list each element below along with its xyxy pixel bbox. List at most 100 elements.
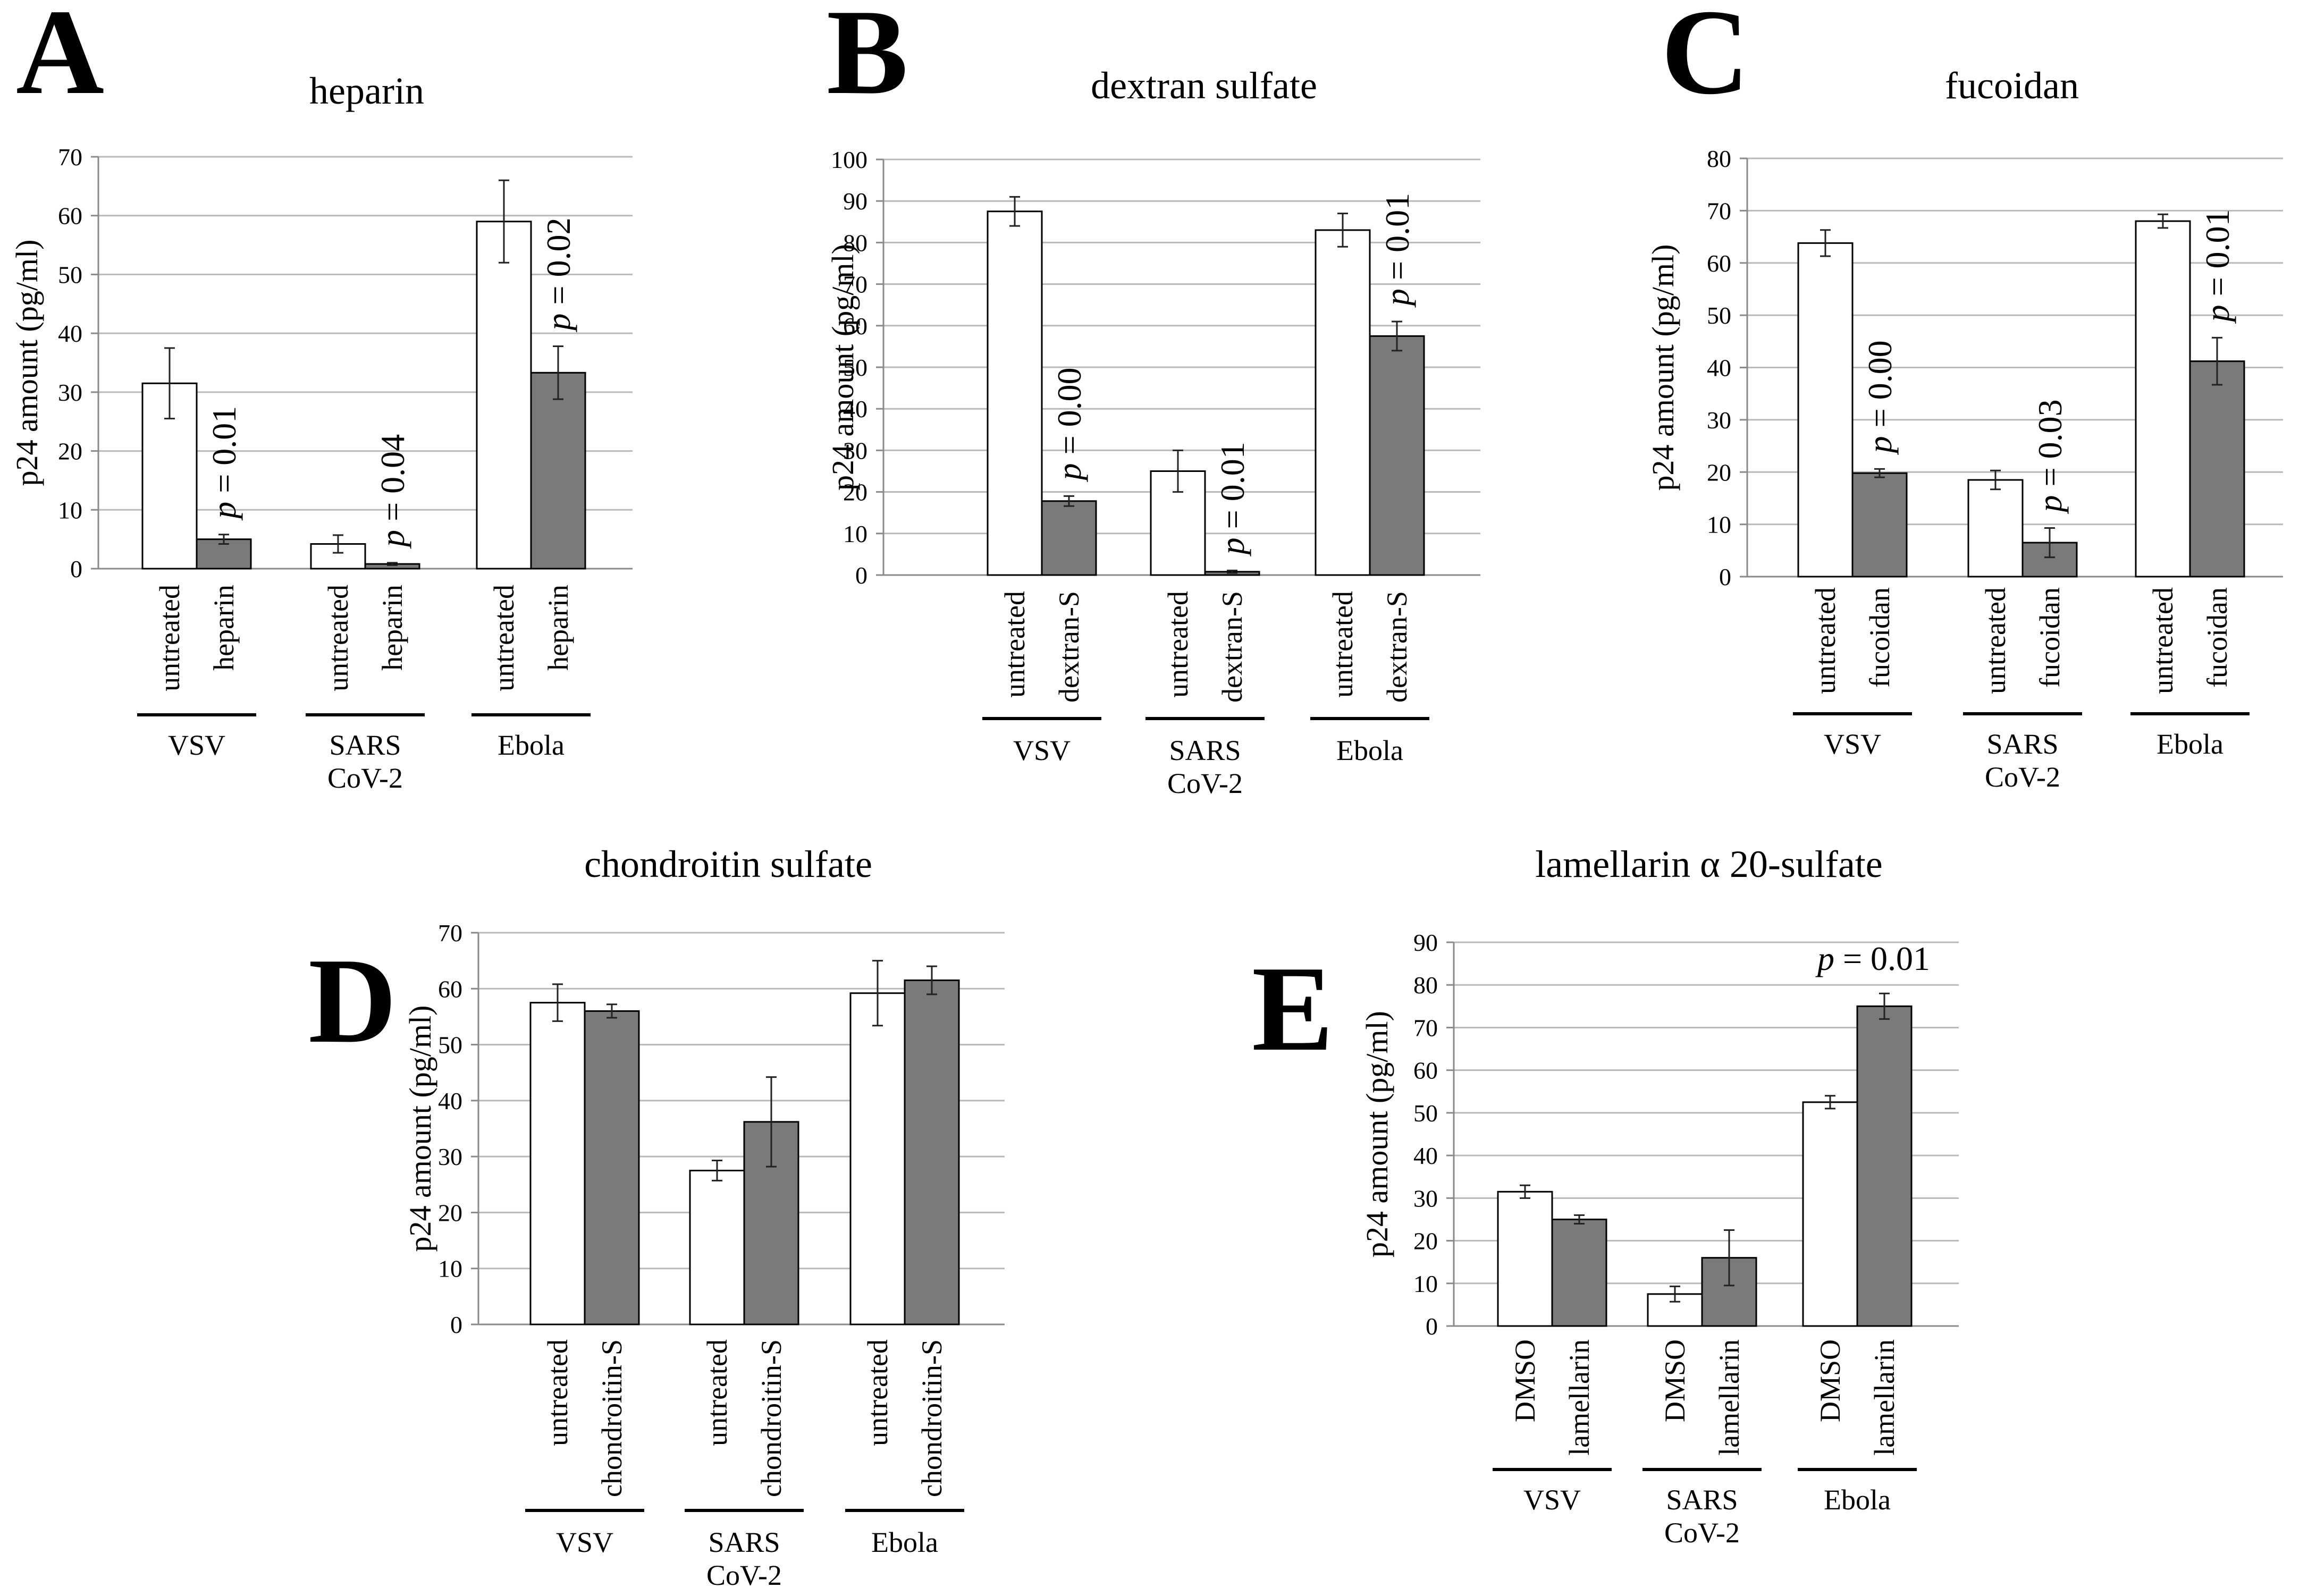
category-label: chondroitin-S [755,1339,787,1497]
y-tick-label: 60 [58,202,82,230]
y-tick-label: 0 [450,1311,462,1338]
y-tick-label: 50 [1707,302,1731,329]
category-label: untreated [2147,587,2179,694]
category-label: untreated [1809,587,1841,694]
category-label: untreated [1980,587,2011,694]
y-tick-label: 30 [1707,407,1731,434]
y-tick-label: 80 [843,229,867,256]
p-value-annotation: p = 0.01 [1815,940,1930,977]
category-label: untreated [701,1339,733,1446]
y-tick-label: 60 [438,975,462,1002]
p-value: = 0.01 [1378,193,1416,280]
category-label: DMSO [1509,1339,1541,1422]
p-value-annotation: p = 0.01 [2199,209,2236,324]
category-label: heparin [376,585,408,671]
y-tick-label: 60 [1413,1057,1438,1084]
y-tick-label: 20 [1413,1228,1438,1255]
category-label: chondroitin-S [596,1339,628,1497]
p-symbol: p [1815,940,1843,977]
group-label: CoV-2 [706,1559,782,1591]
y-tick-label: 20 [58,438,82,465]
panel-letter: E [1252,941,1333,1076]
p-symbol: p [2199,296,2236,324]
group-label: CoV-2 [1985,761,2060,793]
p-value: = 0.01 [205,406,243,493]
y-tick-label: 40 [843,395,867,423]
p-value-annotation: p = 0.04 [374,434,411,549]
bar [1497,1190,1553,1327]
category-label: DMSO [1814,1339,1846,1422]
group-label: Ebola [2157,728,2223,760]
category-label: untreated [154,585,186,691]
y-tick-label: 30 [58,379,82,406]
p-value: = 0.01 [1843,940,1930,977]
y-tick-label: 70 [58,143,82,171]
category-label: fucoidan [2201,587,2233,688]
category-label: untreated [542,1339,574,1446]
bar [1551,1218,1607,1327]
category-label: untreated [1162,591,1194,698]
y-tick-label: 10 [438,1255,462,1282]
y-tick-label: 20 [1707,459,1731,486]
bar [904,979,960,1325]
p-value: = 0.02 [540,217,577,305]
category-label: untreated [488,585,520,691]
y-tick-label: 20 [438,1199,462,1226]
y-tick-label: 10 [58,496,82,523]
y-tick-label: 40 [1413,1142,1438,1169]
y-tick-label: 50 [843,354,867,381]
group-label: VSV [168,729,225,761]
group-label: SARS [329,729,401,761]
p-value: = 0.03 [2031,399,2069,486]
chart-title: heparin [309,70,424,112]
panel-letter: A [16,0,104,120]
bar [1041,500,1097,576]
p-value-annotation: p = 0.03 [2031,399,2069,514]
chart-title: dextran sulfate [1091,64,1317,107]
category-label: fucoidan [1864,587,1896,688]
bar [1967,479,2024,578]
y-axis-label: p24 amount (pg/ml) [10,240,44,486]
bar [689,1169,745,1325]
y-tick-label: 30 [1413,1185,1438,1212]
p-value-annotation: p = 0.02 [540,217,577,332]
group-label: Ebola [871,1526,938,1558]
y-tick-label: 40 [58,320,82,347]
p-value-annotation: p = 0.01 [205,406,243,521]
category-label: DMSO [1659,1339,1691,1422]
p-symbol: p [1861,427,1899,455]
p-value-annotation: p = 0.00 [1861,340,1899,455]
y-tick-label: 10 [1707,511,1731,538]
group-label: CoV-2 [1167,767,1243,799]
bar [849,992,906,1325]
p-symbol: p [2031,487,2069,514]
category-label: untreated [1327,591,1359,698]
category-label: lamellarin [1713,1339,1745,1456]
p-symbol: p [1378,280,1416,308]
category-label: dextran-S [1381,591,1413,703]
y-axis-label: p24 amount (pg/ml) [403,1006,437,1252]
category-label: chondroitin-S [916,1339,948,1497]
category-label: dextran-S [1216,591,1248,703]
y-tick-label: 0 [70,555,82,582]
group-label: SARS [1986,728,2058,760]
bar [530,371,586,570]
y-tick-label: 90 [1413,929,1438,956]
panel-letter: C [1661,0,1749,120]
bar [1369,335,1425,576]
y-tick-label: 60 [1707,250,1731,277]
y-tick-label: 0 [1426,1313,1438,1340]
p-value: = 0.01 [2199,209,2236,296]
y-tick-label: 30 [843,437,867,464]
category-label: untreated [322,585,354,691]
p-value: = 0.04 [374,434,411,521]
category-label: heparin [542,585,574,671]
y-axis-label: p24 amount (pg/ml) [1646,244,1680,491]
group-label: Ebola [1336,734,1403,766]
y-tick-label: 20 [843,479,867,506]
chart-title: fucoidan [1945,64,2079,107]
p-symbol: p [205,493,243,521]
p-symbol: p [540,305,577,333]
